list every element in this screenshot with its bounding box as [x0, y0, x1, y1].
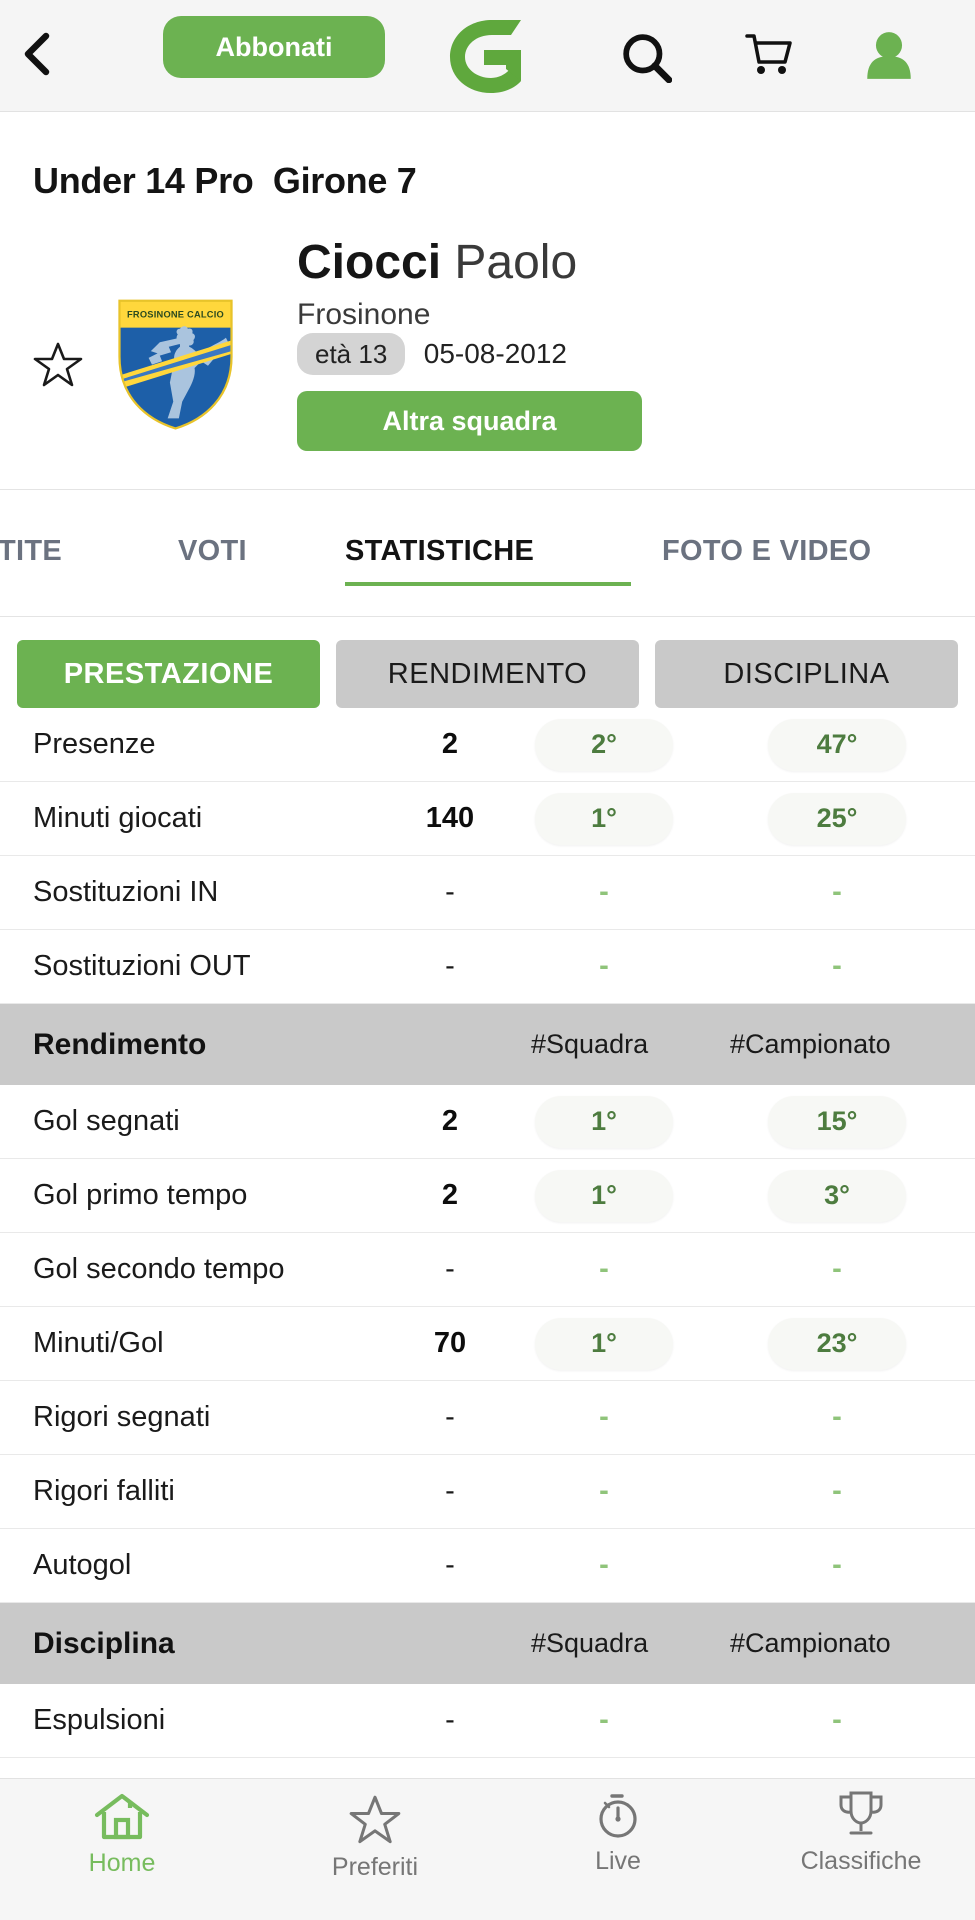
svg-text:FROSINONE CALCIO: FROSINONE CALCIO: [127, 310, 224, 320]
